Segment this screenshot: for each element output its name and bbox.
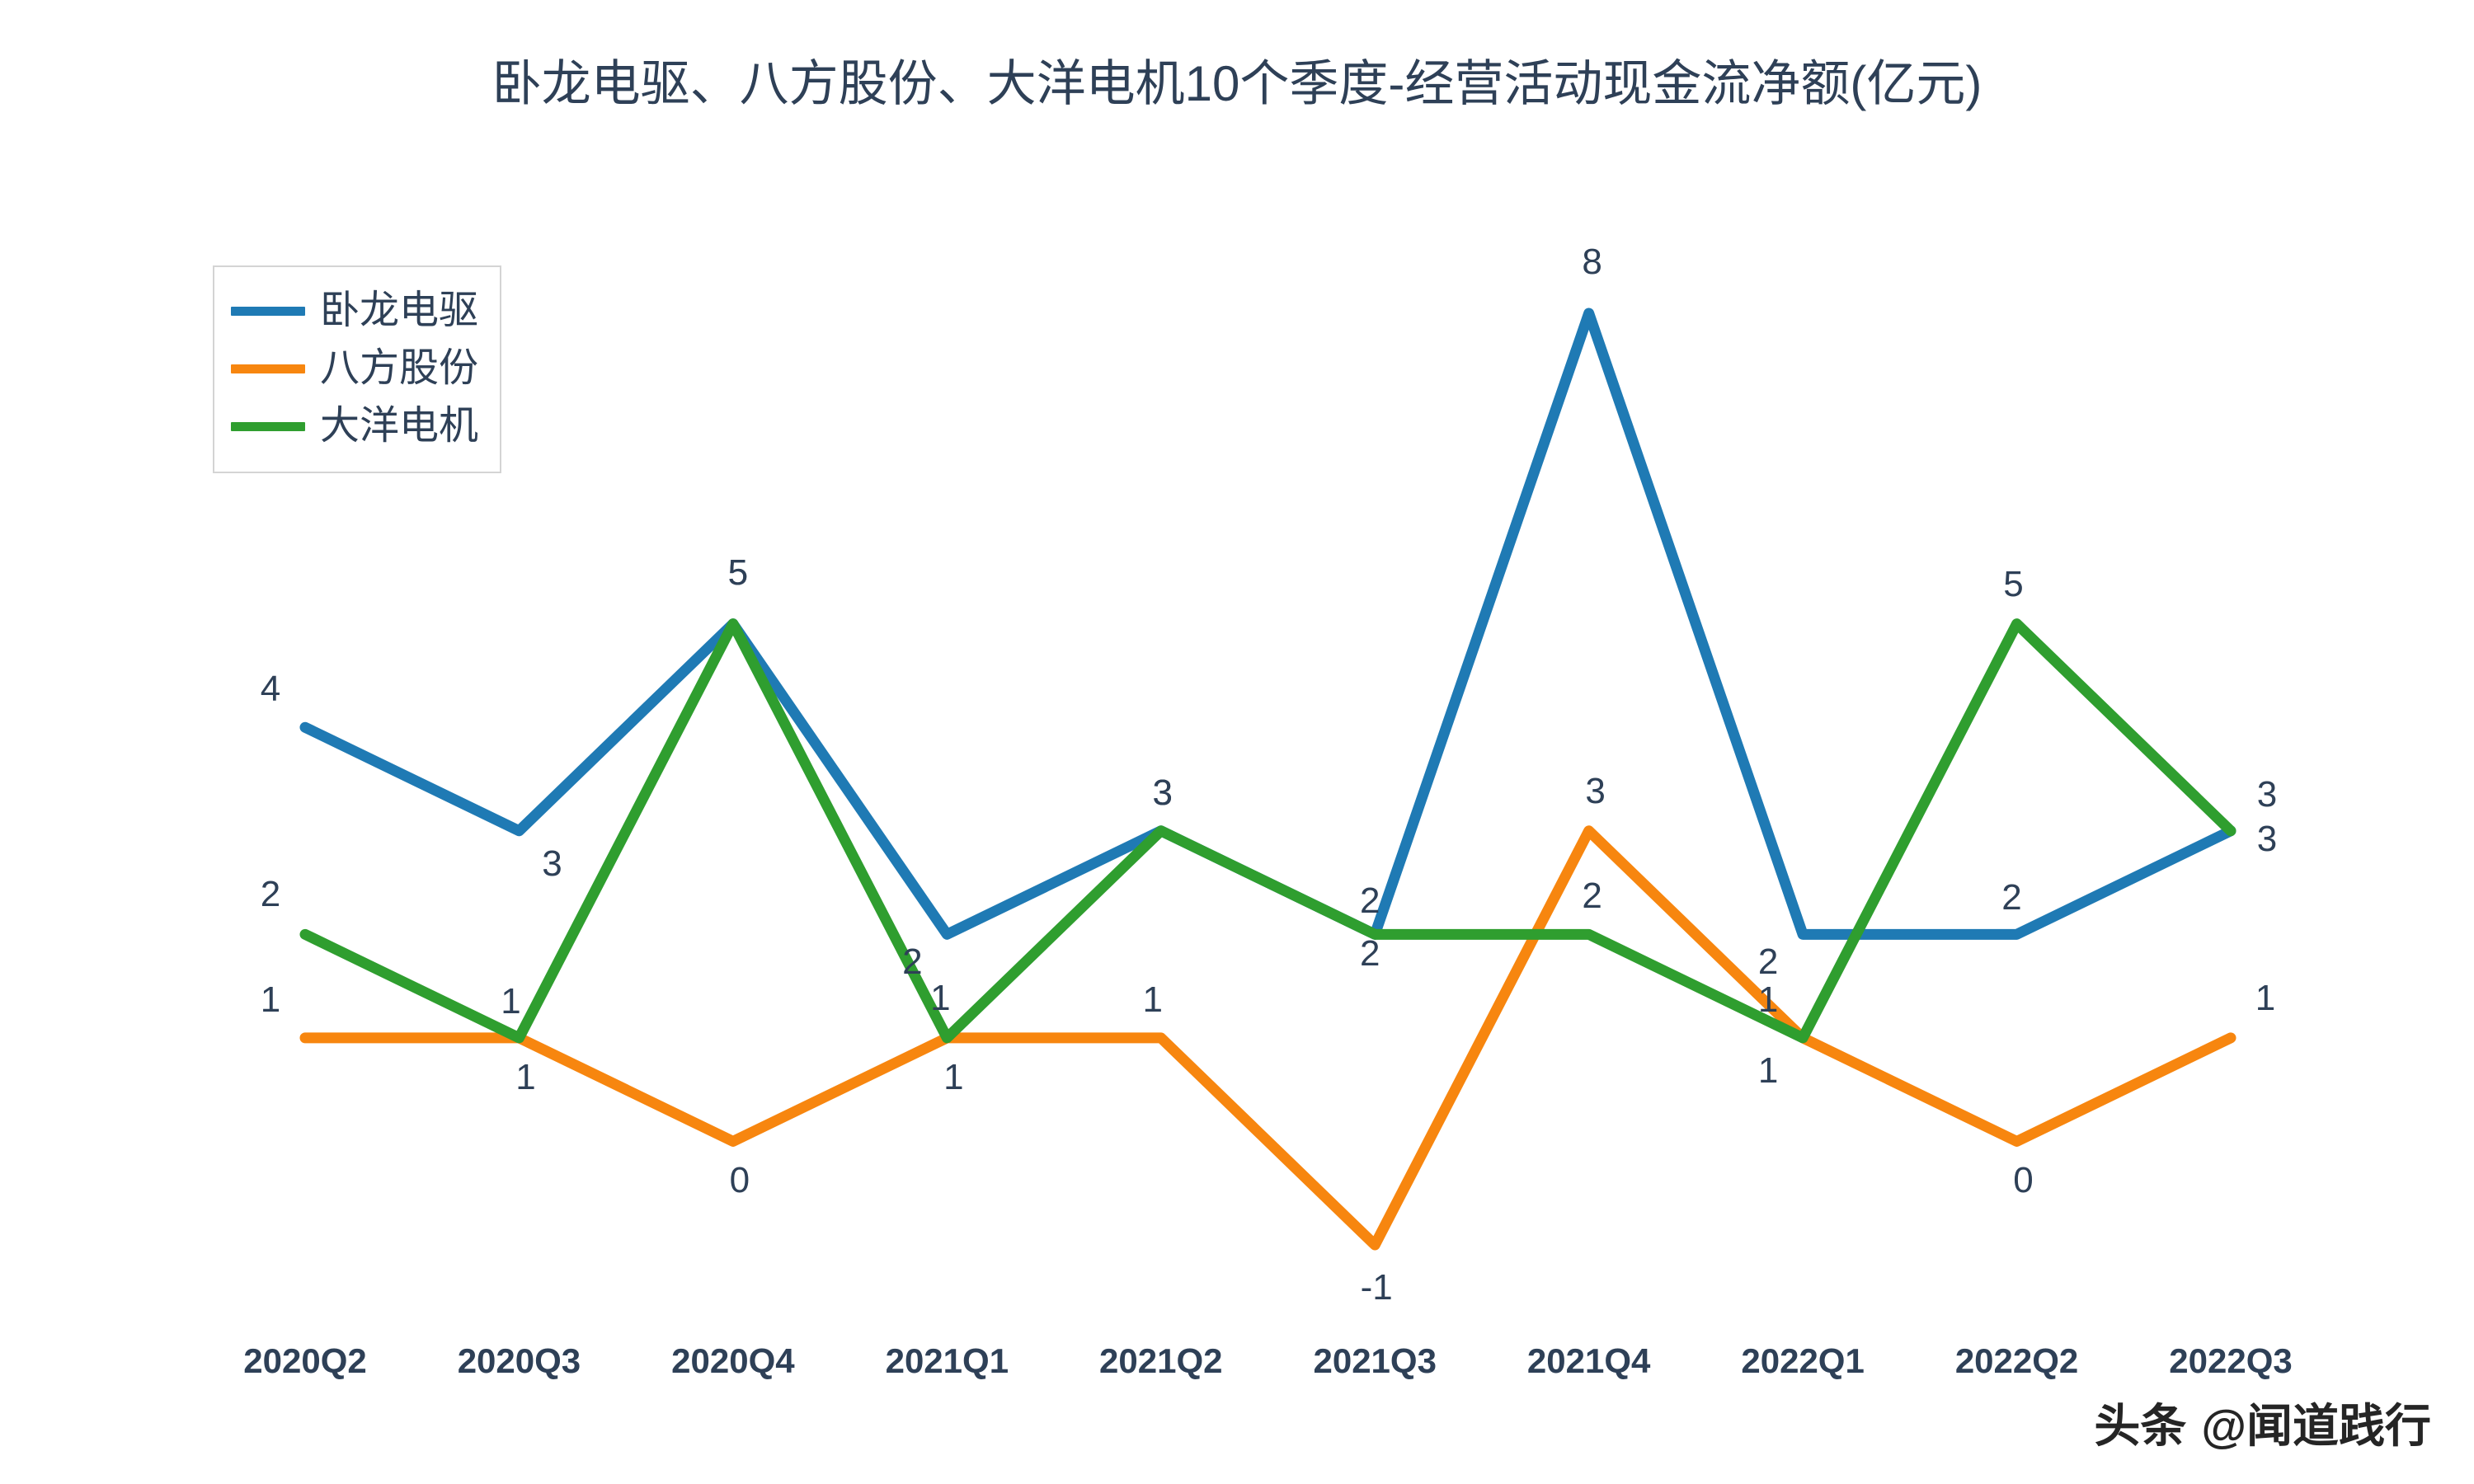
- category-label-6: 2021Q4: [1526, 1341, 1651, 1380]
- category-label-0: 2020Q2: [243, 1341, 367, 1380]
- legend-label-2: 大洋电机: [320, 404, 479, 448]
- legend-label-1: 八方股份: [320, 346, 479, 390]
- series-line-1: [299, 825, 2236, 1251]
- legend-label-0: 卧龙电驱: [320, 289, 479, 332]
- legend-item-2[interactable]: 大洋电机: [231, 397, 478, 455]
- legend-item-0[interactable]: 卧龙电驱: [231, 282, 478, 340]
- legend-item-1[interactable]: 八方股份: [231, 340, 478, 397]
- category-label-1: 2020Q3: [457, 1341, 581, 1380]
- category-label-9: 2022Q3: [2169, 1341, 2293, 1380]
- watermark: 头条 @闻道践行: [2094, 1389, 2431, 1456]
- category-label-5: 2021Q3: [1313, 1341, 1437, 1380]
- watermark-handle: @闻道践行: [2201, 1400, 2431, 1452]
- chart-legend: 卧龙电驱 八方股份 大洋电机: [213, 265, 502, 473]
- legend-swatch-icon-0: [231, 306, 305, 316]
- category-label-3: 2021Q1: [885, 1341, 1009, 1380]
- series-line-0: [299, 308, 2236, 940]
- series-line-2: [299, 618, 2236, 1044]
- category-label-7: 2022Q1: [1741, 1341, 1865, 1380]
- category-label-8: 2022Q2: [1954, 1341, 2079, 1380]
- legend-swatch-icon-2: [231, 421, 305, 431]
- watermark-brand: 头条: [2094, 1400, 2187, 1452]
- category-label-2: 2020Q4: [671, 1341, 795, 1380]
- chart-title: 卧龙电驱、八方股份、大洋电机10个季度-经营活动现金流净额(亿元): [492, 56, 1982, 111]
- category-label-4: 2021Q2: [1099, 1341, 1223, 1380]
- legend-swatch-icon-1: [231, 364, 305, 373]
